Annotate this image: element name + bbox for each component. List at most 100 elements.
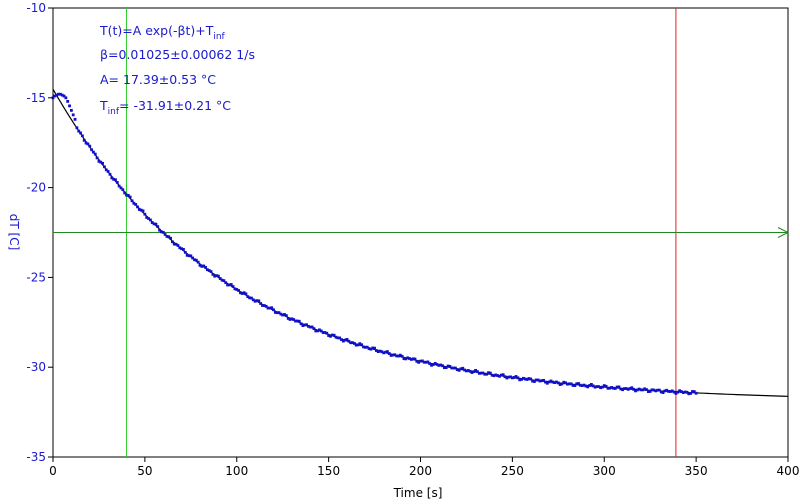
data-point bbox=[391, 353, 395, 357]
data-point bbox=[261, 304, 264, 307]
marker-lines bbox=[53, 8, 790, 457]
data-point bbox=[178, 246, 182, 250]
data-point bbox=[678, 389, 681, 393]
data-point bbox=[689, 391, 693, 395]
data-point bbox=[272, 308, 275, 312]
y-tick-label: -15 bbox=[26, 91, 46, 105]
data-point bbox=[321, 331, 325, 334]
data-point bbox=[488, 371, 492, 375]
data-point bbox=[455, 368, 459, 371]
data-point bbox=[580, 384, 584, 388]
data-point bbox=[66, 99, 70, 103]
data-point bbox=[549, 379, 553, 383]
data-point bbox=[509, 375, 512, 379]
data-point bbox=[110, 176, 114, 180]
data-point bbox=[367, 347, 371, 351]
data-point bbox=[680, 390, 683, 393]
data-point bbox=[382, 351, 386, 355]
data-point bbox=[411, 357, 415, 361]
data-point bbox=[545, 381, 549, 385]
data-point bbox=[375, 349, 378, 352]
data-point bbox=[595, 385, 599, 388]
data-point bbox=[327, 334, 331, 337]
data-point bbox=[652, 388, 656, 392]
data-point bbox=[288, 318, 292, 321]
data-point bbox=[103, 165, 106, 169]
data-point bbox=[172, 242, 176, 246]
data-point bbox=[295, 319, 299, 323]
data-point bbox=[130, 199, 134, 203]
data-point bbox=[393, 353, 397, 357]
data-point bbox=[194, 258, 198, 262]
data-point bbox=[222, 279, 226, 283]
data-point bbox=[68, 104, 71, 108]
data-point bbox=[73, 117, 77, 121]
y-tick-label: -35 bbox=[26, 450, 46, 464]
data-point bbox=[604, 384, 608, 388]
data-point bbox=[273, 310, 277, 314]
data-point bbox=[354, 343, 358, 347]
data-point bbox=[240, 292, 244, 295]
x-tick-label: 150 bbox=[317, 464, 340, 478]
data-point bbox=[646, 390, 650, 393]
data-point bbox=[183, 250, 187, 254]
data-point bbox=[433, 361, 437, 365]
data-point bbox=[665, 388, 669, 392]
data-point bbox=[191, 256, 195, 260]
data-point bbox=[352, 342, 356, 345]
data-point bbox=[187, 254, 191, 258]
data-point bbox=[503, 375, 507, 379]
data-point bbox=[334, 335, 338, 339]
data-point bbox=[237, 289, 240, 292]
x-axis-label: Time [s] bbox=[393, 486, 443, 500]
data-point bbox=[137, 208, 141, 211]
data-point bbox=[81, 134, 84, 138]
data-point bbox=[441, 364, 444, 368]
data-point bbox=[481, 371, 485, 375]
data-point bbox=[363, 345, 367, 349]
data-point bbox=[202, 264, 206, 268]
data-point bbox=[483, 372, 487, 376]
data-point bbox=[417, 360, 421, 364]
data-point bbox=[540, 379, 544, 383]
data-point bbox=[409, 358, 413, 361]
data-point bbox=[167, 235, 171, 239]
tinf-main: T bbox=[99, 98, 108, 113]
data-point bbox=[86, 142, 90, 146]
data-point bbox=[601, 385, 604, 389]
data-point bbox=[566, 382, 569, 386]
data-point bbox=[231, 285, 235, 288]
data-point bbox=[292, 318, 296, 321]
data-point bbox=[562, 380, 566, 384]
data-point bbox=[424, 360, 428, 364]
data-point bbox=[676, 390, 680, 394]
data-point bbox=[228, 283, 231, 287]
data-point bbox=[303, 323, 307, 327]
data-point bbox=[57, 92, 60, 96]
amplitude-text: A= 17.39±0.53 °C bbox=[100, 72, 216, 87]
data-point bbox=[123, 191, 127, 195]
data-point bbox=[428, 362, 432, 365]
data-point bbox=[79, 131, 82, 135]
data-point bbox=[450, 366, 454, 370]
data-point bbox=[373, 346, 376, 350]
data-point bbox=[492, 374, 496, 378]
data-point bbox=[623, 387, 626, 390]
data-point bbox=[308, 325, 312, 329]
data-point bbox=[573, 384, 577, 387]
data-point bbox=[597, 385, 601, 389]
data-point bbox=[599, 386, 602, 390]
data-point bbox=[193, 258, 196, 262]
data-point bbox=[365, 345, 369, 349]
data-point bbox=[264, 304, 268, 308]
data-point bbox=[163, 233, 167, 236]
data-point bbox=[165, 235, 169, 238]
data-point bbox=[578, 383, 582, 387]
data-point bbox=[270, 306, 274, 310]
data-point bbox=[185, 253, 189, 257]
data-point bbox=[624, 387, 628, 390]
x-tick-label: 300 bbox=[593, 464, 616, 478]
data-point bbox=[553, 381, 557, 384]
data-point bbox=[408, 357, 411, 360]
data-point bbox=[319, 329, 323, 333]
